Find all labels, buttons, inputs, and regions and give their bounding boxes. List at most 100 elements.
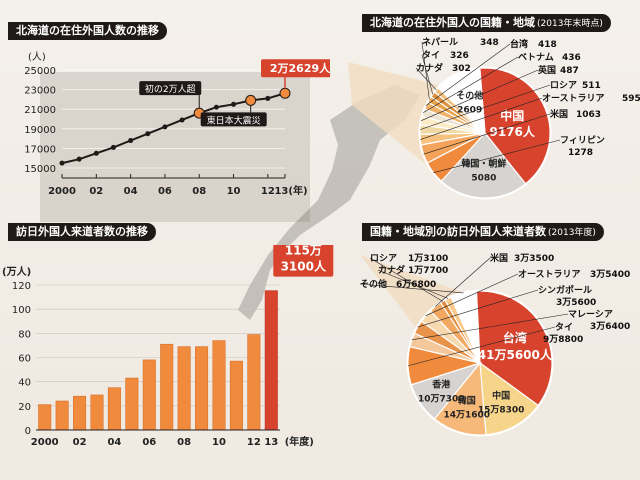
leader-line <box>415 67 437 91</box>
data-point <box>59 160 65 166</box>
bar <box>264 290 278 431</box>
x-tick-label: 08 <box>177 437 191 448</box>
x-tick-label: (年度) <box>285 435 314 448</box>
slice-value: 436 <box>562 53 581 63</box>
y-tick-label: 25000 <box>24 66 56 77</box>
slice-label: タイ <box>555 321 573 333</box>
slice-value: 10万7300 <box>418 393 465 404</box>
slice-value: 511 <box>582 81 601 91</box>
bar <box>229 360 243 431</box>
leader-line <box>425 43 511 106</box>
slice-value: 9万8800 <box>543 334 583 345</box>
annotation-box <box>261 59 330 78</box>
slice-value: 2609 <box>457 106 482 116</box>
slice-label: シンガポール <box>538 284 592 296</box>
pie-slice <box>440 132 527 199</box>
photo-area <box>40 72 310 222</box>
y-tick-label: 60 <box>18 354 31 365</box>
bar <box>55 400 69 431</box>
title-top-left: 北海道の在住外国人数の推移 <box>8 22 167 40</box>
data-point <box>279 87 291 99</box>
y-tick-label: 17000 <box>24 144 56 155</box>
bar <box>212 340 226 431</box>
x-tick-label: 06 <box>158 186 172 197</box>
x-tick-label: 04 <box>107 437 121 448</box>
slice-value: 1278 <box>568 148 593 158</box>
x-tick-label: 02 <box>73 437 87 448</box>
data-point <box>231 101 237 107</box>
bar <box>247 334 261 431</box>
x-tick-label: 12 <box>247 437 261 448</box>
y-tick-label: 40 <box>18 378 31 389</box>
slice-label: ベトナム <box>518 52 554 63</box>
leader-line <box>411 313 569 341</box>
slice-label: 英国 <box>537 64 556 76</box>
data-point <box>213 104 219 110</box>
pie-chart-visitors: 台湾41万5600人中国15万8300韓国14万1600香港10万7300タイ9… <box>359 252 630 437</box>
data-point <box>245 94 257 106</box>
x-tick-label: 13 <box>264 437 278 448</box>
slice-label: 米国 <box>489 252 508 264</box>
data-point <box>162 124 168 130</box>
slice-label: 香港 <box>431 378 451 390</box>
slice-value: 595 <box>622 94 640 104</box>
leader-line <box>369 257 443 302</box>
leader-line <box>417 289 539 328</box>
y-tick-label: 15000 <box>24 164 56 175</box>
slice-label: オーストラリア <box>518 269 581 280</box>
bar <box>160 343 174 431</box>
slice-value: 3万5400 <box>590 269 630 280</box>
slice-label: 韓国 <box>458 395 476 407</box>
leader-line <box>421 41 430 100</box>
slice-value: 1万3100 <box>408 253 448 264</box>
x-tick-label: 13(年) <box>274 184 307 197</box>
leader-line <box>433 139 561 173</box>
slice-value: 3万6400 <box>590 321 630 332</box>
slice-value: 6万6800 <box>396 279 436 290</box>
slice-label: マレーシア <box>568 309 613 320</box>
bar <box>107 387 121 431</box>
slice-label: カナダ <box>416 62 443 74</box>
title-bottom-right: 国籍・地域別の訪日外国人来道者数 (2013年度) <box>362 223 604 241</box>
pie-slice <box>479 67 551 185</box>
data-point <box>93 150 99 156</box>
x-tick-label: 08 <box>192 186 206 197</box>
line-chart-residents: (人) 15000 17000 19000 21000 23000 25000 2000 02 0… <box>24 51 330 197</box>
leader-line <box>377 269 449 299</box>
slice-value: 5080 <box>471 174 496 184</box>
leader-line <box>425 273 519 317</box>
x-tick-label: 12 <box>261 186 275 197</box>
slice-value: 9176人 <box>489 124 535 139</box>
y-tick-label: 80 <box>18 329 31 340</box>
annotation-label: 3100人 <box>281 259 327 274</box>
y-tick-label: 120 <box>12 281 31 292</box>
data-point <box>110 144 116 150</box>
leader-line <box>420 97 543 140</box>
y-tick-label: 100 <box>12 305 31 316</box>
leader-line <box>435 257 491 307</box>
data-point <box>265 95 271 101</box>
slice-label: ロシア <box>370 253 397 264</box>
slice-label: タイ <box>422 49 440 61</box>
y-tick-label: 0 <box>25 426 31 437</box>
slice-value: 418 <box>538 40 557 50</box>
slice-value: 1063 <box>576 110 601 120</box>
data-point <box>179 117 185 123</box>
data-point <box>128 138 134 144</box>
slice-value: 14万1600 <box>444 410 491 421</box>
x-tick-label: 02 <box>89 186 103 197</box>
bar <box>73 395 87 431</box>
slice-value: 3万3500 <box>514 253 554 264</box>
japan-map-shape <box>238 85 420 320</box>
slice-label: フィリピン <box>560 134 605 146</box>
leader-line <box>421 54 434 95</box>
leader-line <box>423 56 519 113</box>
x-tick-label: 10 <box>212 437 226 448</box>
annotation-box <box>139 81 202 96</box>
slice-value: 326 <box>450 51 469 61</box>
slice-label: 韓国・朝鮮 <box>461 158 506 170</box>
slice-label: 米国 <box>549 108 568 120</box>
slice-label: 中国 <box>492 390 510 402</box>
